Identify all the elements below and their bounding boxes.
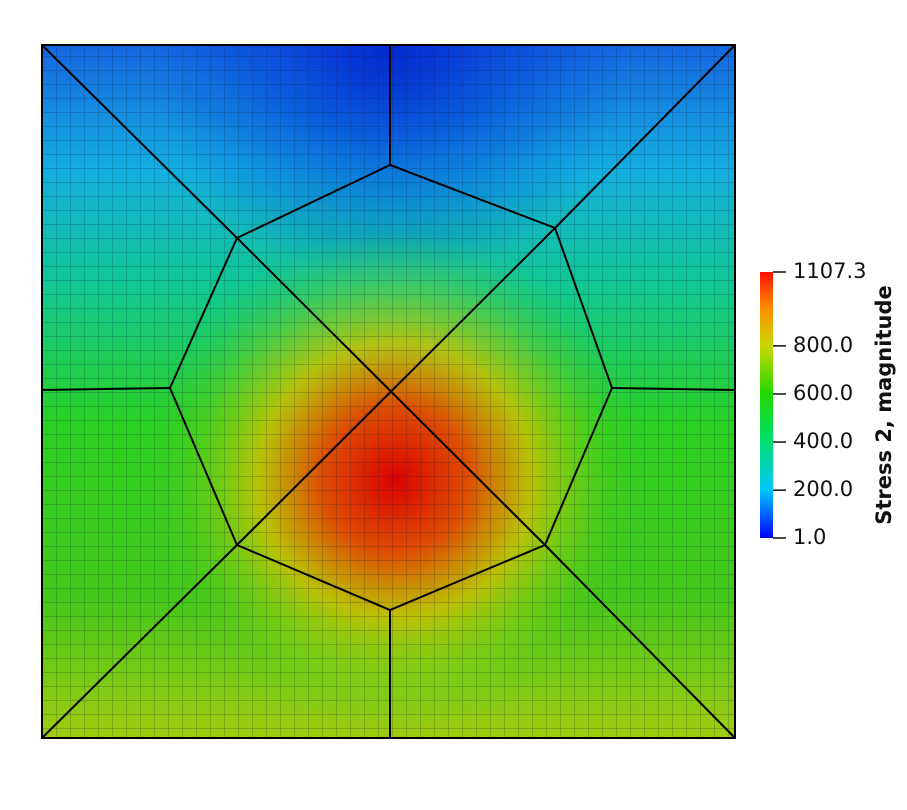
colorbar-tick-label: 1.0 <box>793 525 826 549</box>
mesh-plot <box>41 44 736 739</box>
colorbar-title: Stress 2, magnitude <box>872 285 896 524</box>
colorbar-tick-label: 800.0 <box>793 333 853 357</box>
colorbar <box>760 272 773 538</box>
colorbar-tick-label: 600.0 <box>793 381 853 405</box>
colorbar-tick-label: 200.0 <box>793 477 853 501</box>
colorbar-tick-label: 1107.3 <box>793 259 866 283</box>
colorbar-tick-label: 400.0 <box>793 429 853 453</box>
